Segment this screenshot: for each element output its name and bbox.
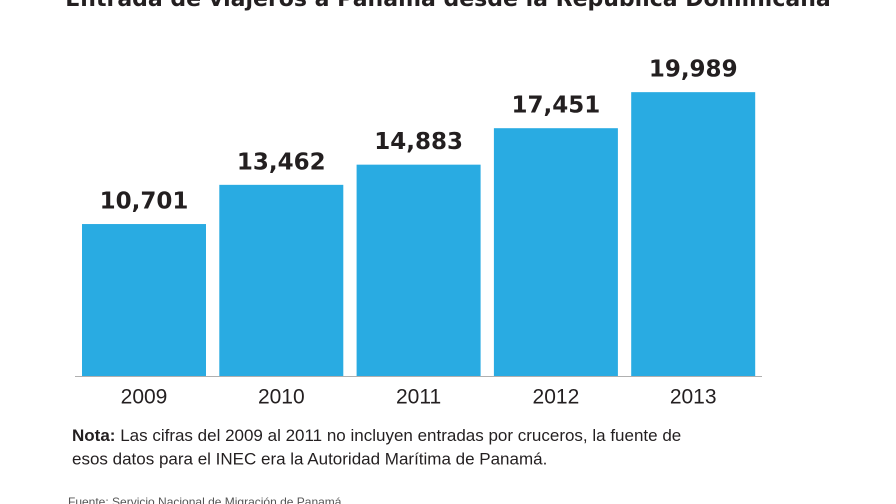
value-label: 17,451 bbox=[512, 93, 601, 119]
value-label: 19,989 bbox=[649, 57, 738, 83]
note-label: Nota: bbox=[72, 426, 115, 445]
x-tick-label: 2013 bbox=[670, 386, 717, 409]
value-label: 14,883 bbox=[374, 129, 463, 155]
bar bbox=[631, 92, 756, 377]
note-text: esos datos para el INEC era la Autoridad… bbox=[72, 449, 547, 468]
value-label: 13,462 bbox=[237, 149, 326, 175]
x-tick-label: 2010 bbox=[258, 386, 305, 409]
bar bbox=[219, 184, 344, 376]
source: Fuente: Servicio Nacional de Migración d… bbox=[68, 495, 342, 504]
value-label: 10,701 bbox=[100, 189, 189, 215]
bar bbox=[493, 128, 618, 376]
x-tick-label: 2012 bbox=[533, 386, 580, 409]
x-tick-label: 2011 bbox=[396, 386, 441, 409]
note: Nota: Las cifras del 2009 al 2011 no inc… bbox=[72, 426, 681, 445]
bar bbox=[356, 164, 481, 376]
chart-title: Entrada de viajeros a Panamá desde la Re… bbox=[65, 0, 830, 12]
bar bbox=[82, 224, 206, 376]
x-tick-label: 2009 bbox=[121, 386, 168, 409]
note-text: Las cifras del 2009 al 2011 no incluyen … bbox=[120, 426, 681, 445]
